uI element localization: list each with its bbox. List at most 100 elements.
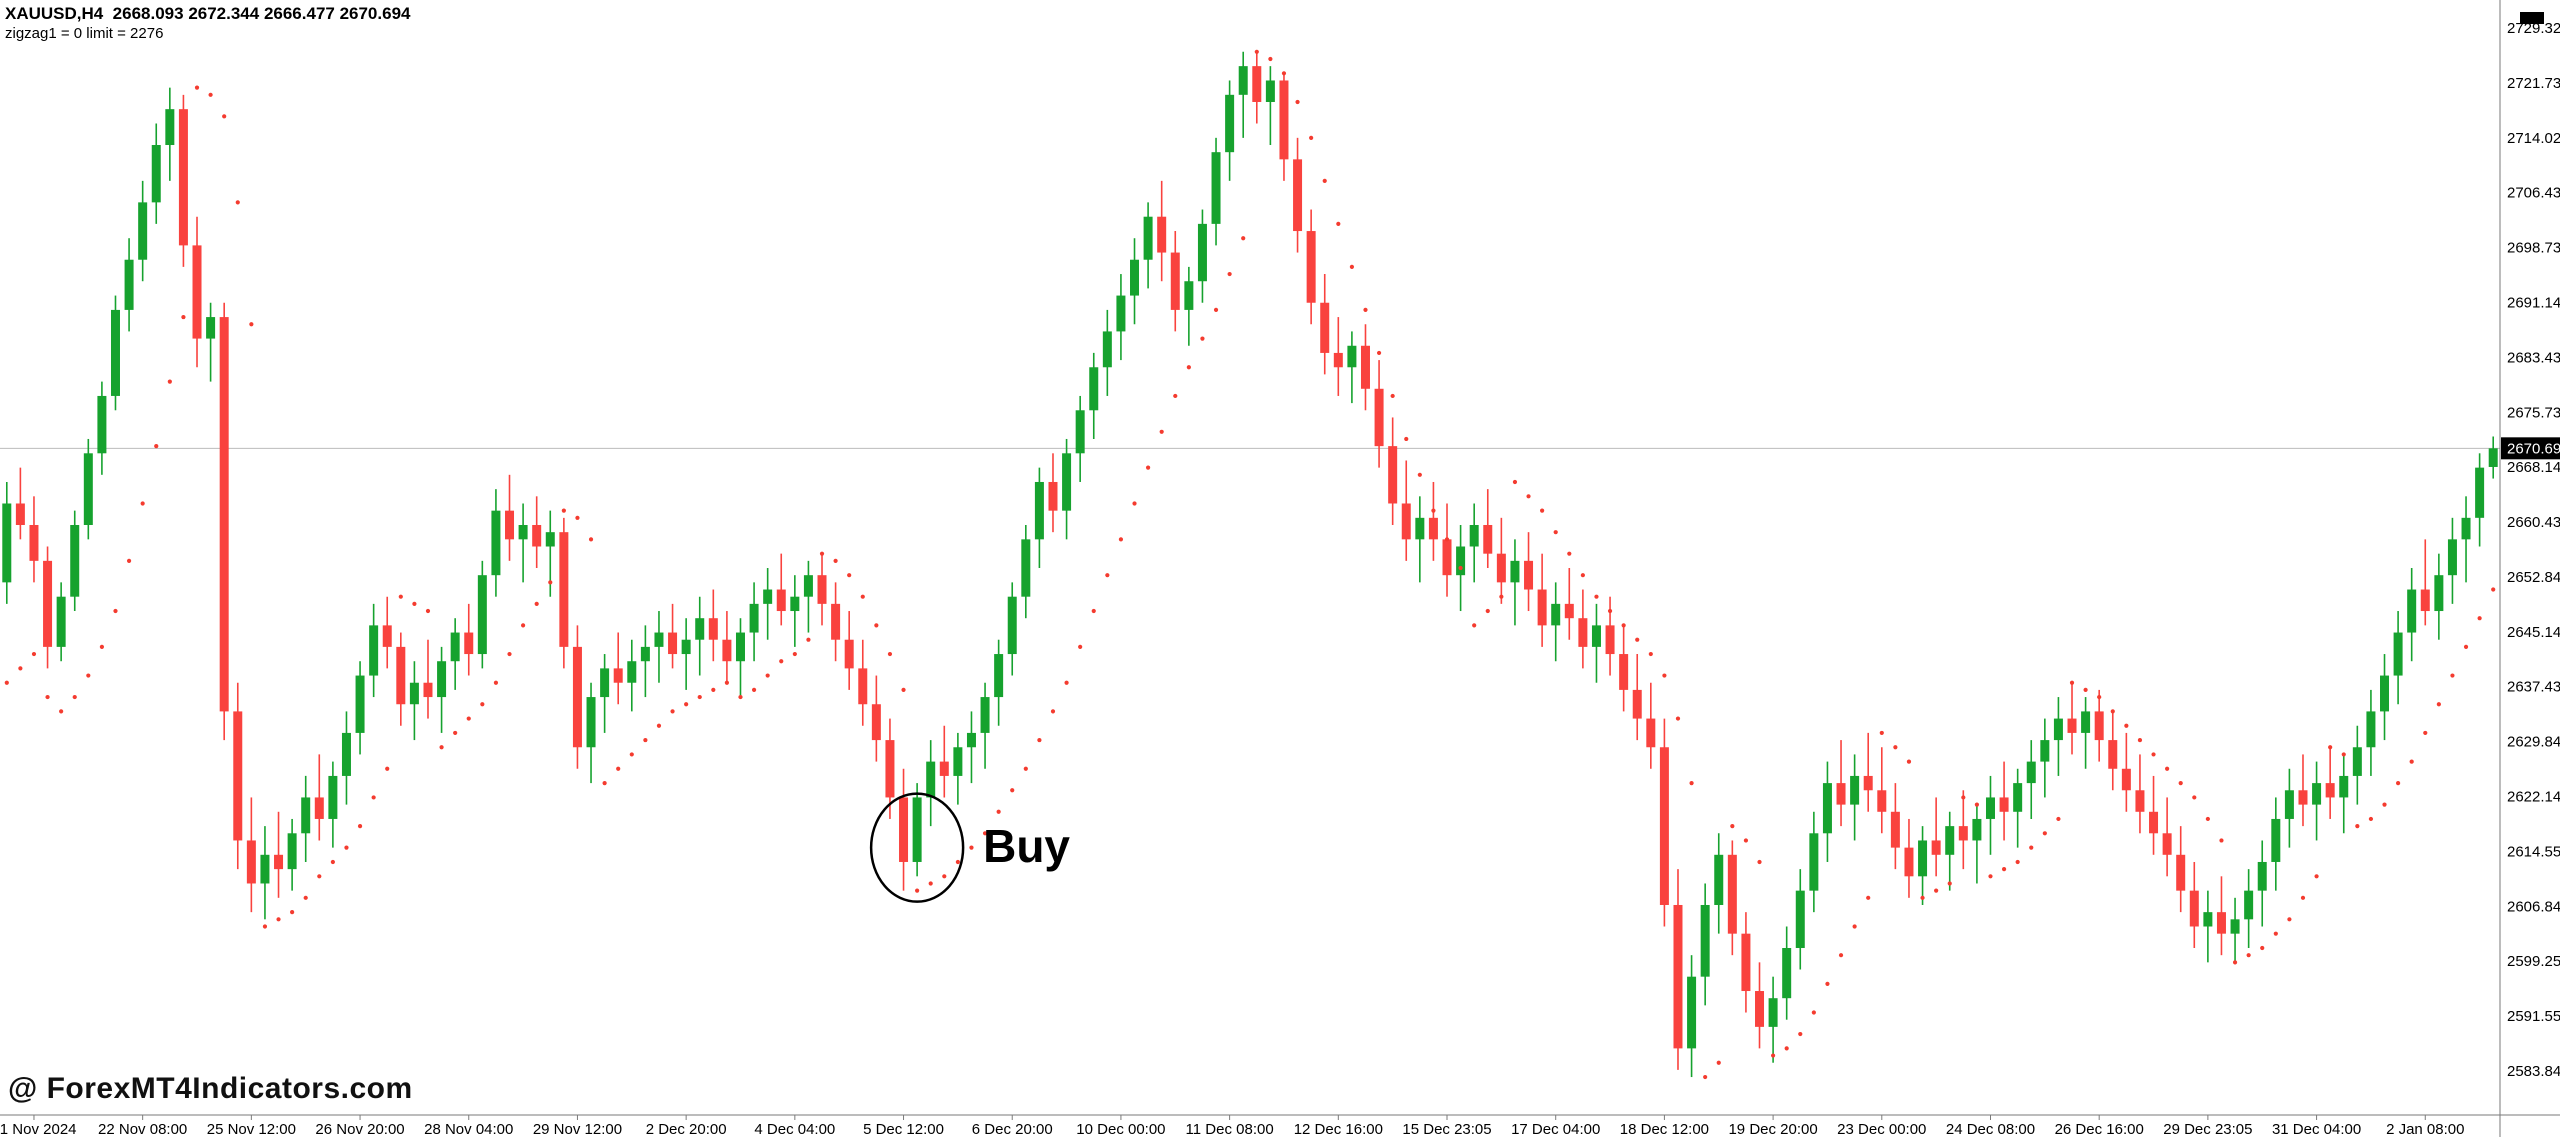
candle-body: [70, 524, 80, 597]
sar-dot: [2409, 759, 2414, 764]
sar-dot: [1010, 788, 1015, 793]
scrollbar-thumb[interactable]: [2520, 12, 2544, 24]
buy-annotation-circle[interactable]: [869, 792, 965, 903]
candle-body: [2420, 589, 2430, 612]
candle-body: [43, 560, 53, 647]
candle-body: [1510, 560, 1520, 583]
candle-body: [1360, 345, 1370, 389]
candle-body: [1591, 625, 1601, 647]
sar-dot: [765, 673, 770, 678]
candle-body: [776, 589, 786, 612]
sar-dot: [2477, 616, 2482, 621]
buy-annotation-label[interactable]: Buy: [983, 819, 1071, 872]
candle-body: [2216, 912, 2226, 934]
sar-dot: [1852, 924, 1857, 929]
sar-dot: [2395, 781, 2401, 786]
candle-body: [1632, 689, 1642, 719]
price-tick-label: 2599.255: [2507, 953, 2560, 970]
candle-body: [1578, 618, 1588, 647]
time-tick-label: 29 Dec 23:05: [2163, 1121, 2252, 1137]
sar-dot: [154, 444, 159, 449]
sar-dot: [72, 694, 77, 700]
sar-dot: [1390, 393, 1395, 399]
candle-body: [681, 639, 691, 655]
candle-body: [1890, 811, 1900, 848]
candle-body: [409, 682, 419, 705]
candle-body: [586, 697, 596, 748]
sar-dot: [1540, 508, 1545, 513]
sar-dot: [1730, 824, 1735, 829]
candle-body: [831, 603, 841, 640]
sar-dot: [1512, 479, 1518, 485]
candle-body: [1646, 718, 1656, 748]
candle-body: [735, 632, 745, 662]
candle-body: [790, 596, 800, 612]
candle-body: [287, 833, 297, 870]
candle-body: [2257, 861, 2267, 891]
candle-body: [1659, 747, 1669, 905]
time-tick-label: 11 Dec 08:00: [1186, 1121, 1274, 1137]
candle-body: [1483, 524, 1493, 554]
time-tick-label: 10 Dec 00:00: [1076, 1121, 1165, 1137]
sar-dot: [1472, 623, 1477, 628]
sar-dot: [1716, 1060, 1721, 1065]
sar-dot: [751, 687, 757, 692]
candle-body: [1021, 539, 1031, 597]
time-tick-label: 24 Dec 08:00: [1946, 1121, 2035, 1137]
sar-dot: [2029, 845, 2034, 850]
sar-dot: [276, 917, 281, 922]
candle-body: [763, 589, 773, 604]
candle-body: [1958, 826, 1968, 841]
candle-body: [301, 797, 311, 834]
sar-dot: [453, 730, 458, 736]
candle-body: [613, 668, 623, 683]
candle-body: [437, 661, 447, 698]
sar-dot: [194, 85, 200, 90]
candle-body: [2325, 783, 2335, 798]
sar-dot: [59, 709, 64, 714]
sar-dot: [1091, 608, 1096, 614]
sar-dot: [1607, 608, 1613, 614]
symbol-ohlc-line: XAUUSD,H4 2668.093 2672.344 2666.477 267…: [5, 4, 411, 23]
candle-body: [2393, 632, 2403, 676]
sar-dot: [262, 924, 268, 929]
sar-dot: [575, 515, 580, 520]
sar-dot: [2192, 795, 2197, 800]
candle-body: [2407, 589, 2417, 633]
candle-body: [1714, 854, 1724, 905]
candle-body: [980, 697, 990, 733]
price-tick-label: 2652.845: [2507, 569, 2560, 586]
sar-dot: [616, 766, 621, 771]
sar-dot: [1309, 135, 1314, 140]
sar-dot: [2463, 644, 2469, 649]
indicator-status-line: zigzag1 = 0 limit = 2276: [5, 25, 164, 42]
sar-dot: [1920, 895, 1925, 900]
candle-body: [1238, 66, 1248, 95]
candle-body: [1524, 560, 1534, 590]
sar-dot: [31, 651, 37, 657]
sar-dot: [1635, 637, 1640, 642]
candle-body: [2176, 854, 2186, 891]
candle-body: [844, 639, 854, 669]
sar-dot: [670, 709, 675, 714]
candle-body: [572, 646, 582, 748]
candle-body: [260, 854, 270, 884]
candle-body: [1374, 388, 1384, 447]
sar-dot: [1295, 99, 1300, 105]
sar-dot: [2015, 859, 2020, 865]
candle-body: [83, 453, 93, 525]
candle-body: [1252, 66, 1262, 102]
sar-dot: [1988, 874, 1993, 879]
watermark: @ ForexMT4Indicators.com: [8, 1072, 413, 1105]
sar-dot: [1499, 594, 1504, 599]
time-tick-label: 26 Dec 16:00: [2055, 1121, 2144, 1137]
sar-dot: [1798, 1031, 1803, 1037]
time-tick-label: 25 Nov 12:00: [207, 1121, 296, 1137]
candle-body: [1211, 152, 1221, 224]
sar-dot: [969, 845, 974, 850]
time-tick-label: 19 Dec 20:00: [1728, 1121, 1817, 1137]
sar-dot: [425, 608, 431, 614]
sar-dot: [684, 702, 689, 707]
time-tick-label: 21 Nov 2024: [0, 1121, 77, 1137]
